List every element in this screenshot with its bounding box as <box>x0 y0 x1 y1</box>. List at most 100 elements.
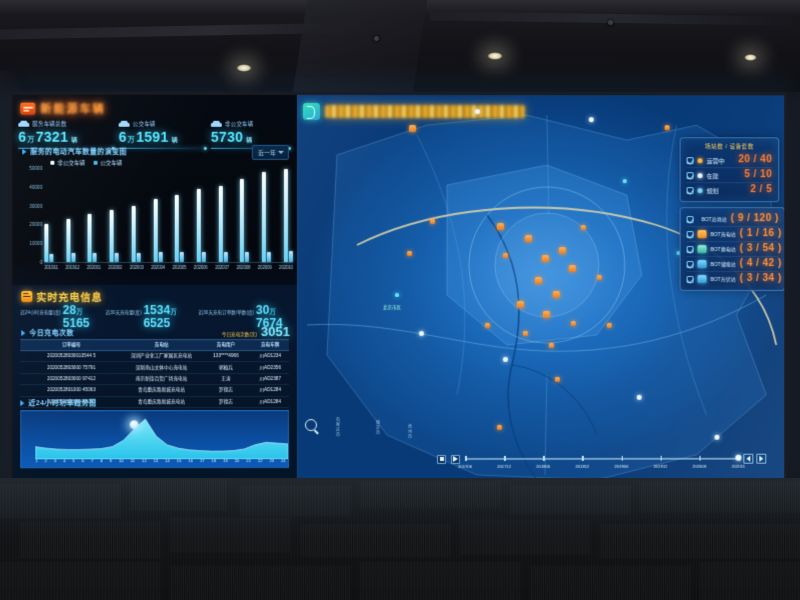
bar-group[interactable] <box>196 189 206 262</box>
map-station-marker[interactable] <box>496 424 502 430</box>
today-charge-title: 今日充电次数 <box>21 328 74 338</box>
map-station-marker[interactable] <box>596 275 602 281</box>
station-legend-rows: 运营中 20 / 40 在建 5 / 10 规划 2 / 5 <box>686 153 773 198</box>
map-station-marker[interactable] <box>516 300 524 308</box>
bar-group[interactable] <box>87 214 97 262</box>
timeline-tick[interactable] <box>582 456 584 462</box>
table-cell: 青岛重庆路新城充电站 <box>137 398 185 404</box>
timeline-tick[interactable] <box>699 455 701 461</box>
checkbox-icon[interactable] <box>686 230 694 238</box>
bot-legend-row[interactable]: BOT充电站( 1 / 16 ) <box>686 226 782 242</box>
bar-group[interactable] <box>131 205 141 262</box>
checkbox-icon[interactable] <box>686 215 694 223</box>
table-row[interactable]: 20200528030010544 5 深圳产业化工厂家属区充电站 133****4… <box>20 351 289 363</box>
checkbox-icon[interactable] <box>686 156 694 164</box>
bar-group[interactable] <box>262 171 272 262</box>
table-row[interactable]: 2020052803000 97412 南京新街百货广场充电站 王涛 川AD2387 <box>20 373 289 386</box>
checkbox-icon[interactable] <box>686 171 694 179</box>
timeline-track[interactable]: 201706 201712 201806 201812 201906 201912 2020… <box>458 454 745 469</box>
map-point[interactable] <box>474 109 480 114</box>
map-point[interactable] <box>395 293 399 297</box>
table-row[interactable]: 2020052803000 75791 深圳南山文体中心充电站 郭植兵 川AD2356 <box>20 362 289 374</box>
table-row[interactable]: 2020052801000 45063 青岛重庆路新城充电站 罗德志 川AD1284 <box>20 385 289 397</box>
period-select[interactable]: 近一年 <box>251 144 289 160</box>
map-point[interactable] <box>418 330 424 336</box>
bar-group[interactable] <box>283 169 293 262</box>
timeline-tick[interactable] <box>464 456 467 462</box>
map-station-marker[interactable] <box>548 342 554 348</box>
bar-group[interactable] <box>66 218 76 262</box>
trend-section-title-label: 近24小时功率趋势图 <box>28 400 97 408</box>
map-point[interactable] <box>714 434 719 440</box>
bot-legend-row[interactable]: BOT光伏站( 3 / 34 ) <box>686 271 782 287</box>
map-station-marker[interactable] <box>429 219 435 225</box>
trend-y-axis <box>23 415 24 459</box>
bar-group[interactable] <box>175 194 185 262</box>
map-station-marker[interactable] <box>524 235 532 243</box>
map-point[interactable] <box>588 117 594 122</box>
bar-secondary <box>136 252 141 262</box>
station-legend-row[interactable]: 规划 2 / 5 <box>686 182 773 198</box>
checkbox-icon[interactable] <box>686 245 694 253</box>
bot-legend-row[interactable]: BOT换电站( 3 / 54 ) <box>686 241 782 257</box>
checkbox-icon[interactable] <box>686 186 694 194</box>
map-station-marker[interactable] <box>542 310 550 318</box>
timeline-tick[interactable] <box>621 456 623 462</box>
timeline-nav[interactable] <box>743 453 767 464</box>
station-legend-row[interactable]: 在建 5 / 10 <box>686 167 773 183</box>
bar-group[interactable] <box>153 199 163 262</box>
map-station-marker[interactable] <box>554 376 560 382</box>
map-station-marker[interactable] <box>606 322 612 328</box>
kpi-label: 非公交车辆 <box>224 121 254 128</box>
legend-value: ( 3 / 34 ) <box>739 273 782 285</box>
play-button[interactable] <box>450 454 460 464</box>
timeline-tick[interactable] <box>543 456 545 462</box>
map-station-marker[interactable] <box>484 322 490 328</box>
map-station-marker[interactable] <box>406 251 412 257</box>
map-point[interactable] <box>636 394 642 400</box>
bar-group[interactable] <box>218 185 228 262</box>
timeline-tick[interactable] <box>660 456 662 462</box>
table-cell: 川AD1234 <box>259 353 281 359</box>
next-button[interactable] <box>756 453 767 464</box>
map-station-marker[interactable] <box>502 253 508 259</box>
prev-button[interactable] <box>743 453 754 464</box>
timeline-tick[interactable] <box>504 456 506 462</box>
legend-swatch <box>93 160 98 165</box>
legend-item[interactable]: 公交车辆 <box>93 159 122 167</box>
bot-legend-row[interactable]: BOT储能站( 4 / 42 ) <box>686 256 782 272</box>
map-timeline[interactable]: 201706 201712 201806 201812 201906 201912 2020… <box>436 448 767 470</box>
map-station-marker[interactable] <box>580 225 586 231</box>
map-point[interactable] <box>622 179 627 183</box>
checkbox-icon[interactable] <box>686 275 694 283</box>
bar-group[interactable] <box>109 209 119 262</box>
map-station-marker[interactable] <box>568 265 576 273</box>
legend-label: BOT储能站 <box>710 261 736 268</box>
table-cell: 2020052803000 75791 <box>47 364 96 370</box>
checkbox-icon[interactable] <box>686 260 694 268</box>
map-panel[interactable]: 北京市区 石家庄市 保定市 沧州市 场站数 / 设备套数 运营中 20 / 40 在… <box>296 94 785 480</box>
map-station-marker[interactable] <box>552 290 560 298</box>
map-station-marker[interactable] <box>496 223 504 231</box>
map-station-marker[interactable] <box>541 255 549 263</box>
map-station-marker[interactable] <box>408 125 416 133</box>
realtime-title: 实时充电信息 <box>36 293 103 305</box>
stop-button[interactable] <box>436 454 446 464</box>
right-wall <box>784 92 800 492</box>
search-icon[interactable] <box>304 419 317 432</box>
trend-hour-tick: 8 <box>100 458 103 464</box>
map-station-marker[interactable] <box>534 277 542 285</box>
bot-legend-row[interactable]: BOT总场站( 9 / 120 ) <box>686 212 779 226</box>
bar-group[interactable] <box>240 179 250 262</box>
map-station-marker[interactable] <box>570 320 576 326</box>
timeline-knob[interactable] <box>735 454 742 461</box>
station-legend-row[interactable]: 运营中 20 / 40 <box>686 153 772 167</box>
map-station-marker[interactable] <box>558 247 566 255</box>
stop-icon <box>439 456 444 461</box>
map-point[interactable] <box>502 356 508 362</box>
trend-hour-tick: 15 <box>176 458 182 464</box>
map-station-marker[interactable] <box>522 330 528 336</box>
legend-item[interactable]: 非公交车辆 <box>50 159 85 167</box>
map-station-marker[interactable] <box>664 125 670 131</box>
bar-group[interactable] <box>44 224 54 262</box>
